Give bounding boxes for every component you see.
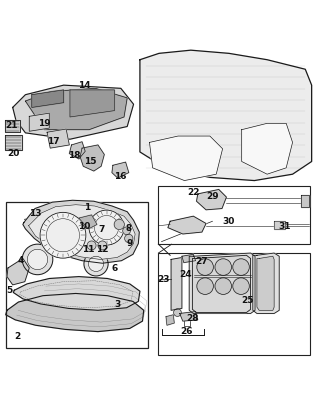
Circle shape bbox=[125, 235, 133, 243]
Circle shape bbox=[114, 220, 124, 230]
Polygon shape bbox=[25, 89, 127, 131]
Text: 25: 25 bbox=[241, 296, 254, 304]
Circle shape bbox=[123, 228, 130, 235]
Text: 14: 14 bbox=[78, 81, 91, 90]
Text: 6: 6 bbox=[111, 263, 118, 272]
Polygon shape bbox=[25, 204, 132, 235]
Polygon shape bbox=[29, 205, 135, 260]
Text: 21: 21 bbox=[5, 121, 17, 130]
Circle shape bbox=[87, 241, 96, 250]
Polygon shape bbox=[13, 86, 134, 140]
Circle shape bbox=[22, 244, 53, 275]
Polygon shape bbox=[29, 114, 49, 132]
Circle shape bbox=[84, 252, 108, 276]
Text: 17: 17 bbox=[47, 137, 60, 146]
Text: 22: 22 bbox=[187, 188, 200, 197]
Polygon shape bbox=[149, 137, 223, 181]
Polygon shape bbox=[171, 258, 182, 311]
Text: 20: 20 bbox=[7, 149, 19, 158]
Text: 7: 7 bbox=[98, 225, 104, 234]
Text: 8: 8 bbox=[126, 223, 132, 233]
Text: 18: 18 bbox=[68, 151, 81, 159]
Text: 19: 19 bbox=[38, 119, 51, 128]
Circle shape bbox=[88, 256, 104, 272]
Circle shape bbox=[89, 211, 124, 245]
Text: 2: 2 bbox=[14, 332, 21, 340]
Polygon shape bbox=[253, 254, 279, 314]
Polygon shape bbox=[79, 216, 97, 229]
Polygon shape bbox=[80, 146, 104, 172]
Polygon shape bbox=[6, 294, 144, 332]
Circle shape bbox=[215, 259, 232, 275]
Bar bbox=[158, 254, 310, 356]
Circle shape bbox=[215, 278, 232, 295]
Text: 29: 29 bbox=[206, 192, 219, 201]
Text: 30: 30 bbox=[223, 216, 235, 225]
Text: 3: 3 bbox=[114, 300, 121, 309]
Circle shape bbox=[233, 259, 249, 275]
Polygon shape bbox=[69, 142, 85, 159]
Polygon shape bbox=[70, 91, 114, 118]
Text: 31: 31 bbox=[278, 222, 291, 230]
Circle shape bbox=[46, 219, 80, 252]
Text: 5: 5 bbox=[6, 285, 12, 294]
Text: 16: 16 bbox=[114, 172, 127, 181]
Polygon shape bbox=[140, 51, 312, 181]
Circle shape bbox=[174, 309, 181, 317]
Polygon shape bbox=[13, 277, 140, 311]
Text: 1: 1 bbox=[84, 203, 91, 211]
Text: 12: 12 bbox=[96, 245, 109, 254]
Text: 4: 4 bbox=[17, 255, 24, 264]
Circle shape bbox=[27, 249, 48, 270]
Polygon shape bbox=[112, 163, 129, 178]
Text: 9: 9 bbox=[127, 238, 133, 247]
Polygon shape bbox=[47, 130, 69, 149]
Polygon shape bbox=[197, 190, 226, 210]
Polygon shape bbox=[5, 136, 22, 151]
Polygon shape bbox=[182, 255, 196, 263]
Polygon shape bbox=[23, 201, 139, 263]
Polygon shape bbox=[5, 120, 20, 133]
Text: 28: 28 bbox=[186, 314, 199, 323]
Polygon shape bbox=[180, 312, 198, 321]
Text: 15: 15 bbox=[84, 157, 97, 166]
Polygon shape bbox=[257, 256, 274, 311]
Circle shape bbox=[40, 213, 86, 259]
Text: 27: 27 bbox=[196, 256, 208, 266]
Text: 26: 26 bbox=[181, 326, 193, 335]
Bar bbox=[6, 203, 148, 348]
Text: 13: 13 bbox=[29, 209, 41, 218]
Circle shape bbox=[94, 216, 119, 240]
Polygon shape bbox=[189, 254, 255, 314]
Circle shape bbox=[197, 259, 213, 275]
Circle shape bbox=[197, 278, 213, 295]
Polygon shape bbox=[7, 259, 29, 285]
Circle shape bbox=[233, 278, 249, 295]
Polygon shape bbox=[166, 315, 174, 325]
Circle shape bbox=[98, 241, 107, 250]
Polygon shape bbox=[301, 195, 309, 207]
Polygon shape bbox=[32, 91, 64, 108]
Text: 11: 11 bbox=[82, 245, 95, 254]
Bar bbox=[158, 187, 310, 244]
Text: 23: 23 bbox=[157, 274, 170, 283]
Polygon shape bbox=[168, 217, 206, 235]
Text: 10: 10 bbox=[78, 222, 90, 230]
Polygon shape bbox=[192, 256, 251, 313]
Polygon shape bbox=[242, 124, 293, 175]
Text: 24: 24 bbox=[179, 269, 191, 278]
Polygon shape bbox=[274, 222, 285, 229]
